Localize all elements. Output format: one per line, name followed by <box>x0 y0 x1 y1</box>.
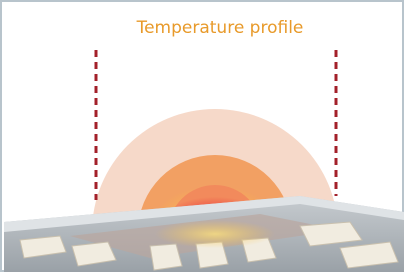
illustration: Temperature profile <box>0 0 404 272</box>
title: Temperature profile <box>136 18 304 38</box>
page: Temperature profile (() => { const data … <box>0 0 404 272</box>
hotspot <box>155 220 275 248</box>
